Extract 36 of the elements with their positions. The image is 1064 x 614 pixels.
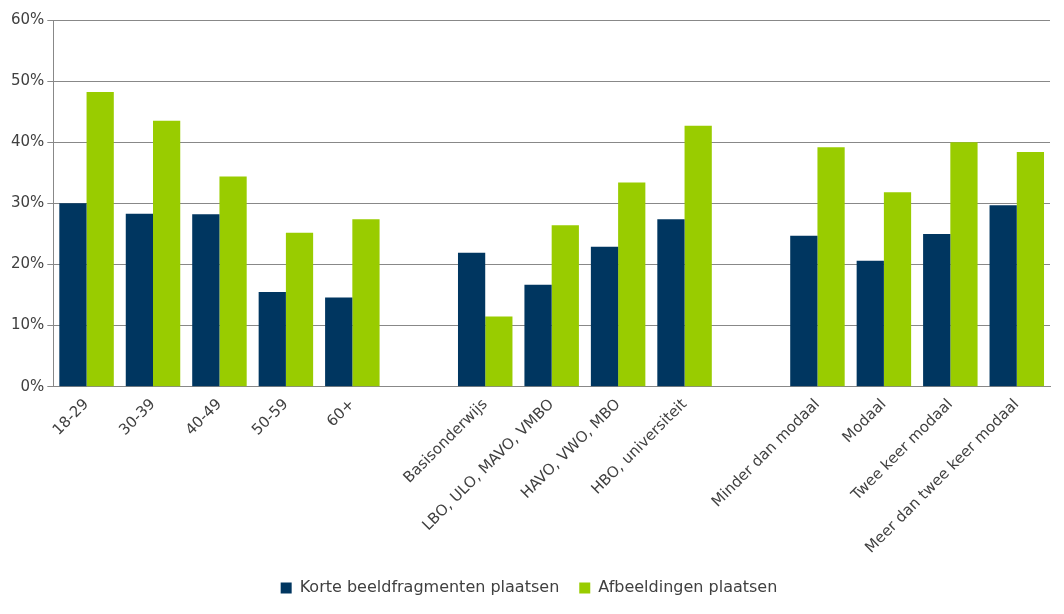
bar	[86, 92, 114, 387]
bar	[883, 192, 912, 387]
bar	[856, 260, 884, 387]
bar	[950, 142, 978, 387]
y-tick-label: 10%	[11, 315, 45, 334]
bar	[325, 297, 353, 387]
legend-label: Korte beeldfragmenten plaatsen	[299, 577, 560, 597]
bar	[790, 235, 818, 387]
x-tick-label: 60+	[322, 394, 358, 431]
bar	[684, 125, 712, 387]
bar	[192, 214, 220, 387]
bar	[923, 233, 951, 387]
bar	[219, 176, 247, 387]
y-tick-label: 30%	[11, 193, 45, 212]
bar	[590, 246, 619, 387]
bar	[989, 205, 1017, 387]
bar	[657, 219, 685, 387]
y-tick-label: 50%	[11, 71, 45, 90]
bar	[485, 316, 513, 387]
bar	[285, 232, 314, 387]
bar	[125, 213, 154, 387]
bar	[618, 182, 646, 387]
bar	[258, 291, 286, 387]
y-tick-label: 20%	[11, 254, 45, 273]
bar	[352, 219, 380, 387]
bar	[817, 147, 845, 387]
bar	[59, 203, 87, 387]
y-tick-label: 60%	[11, 9, 45, 28]
bar	[153, 120, 181, 387]
y-tick-label: 0%	[20, 376, 45, 395]
legend-label: Afbeeldingen plaatsen	[598, 577, 778, 597]
bar	[551, 225, 579, 387]
bar	[524, 284, 552, 387]
bar	[1016, 152, 1045, 387]
y-tick-label: 40%	[11, 132, 45, 151]
bar	[457, 252, 486, 387]
